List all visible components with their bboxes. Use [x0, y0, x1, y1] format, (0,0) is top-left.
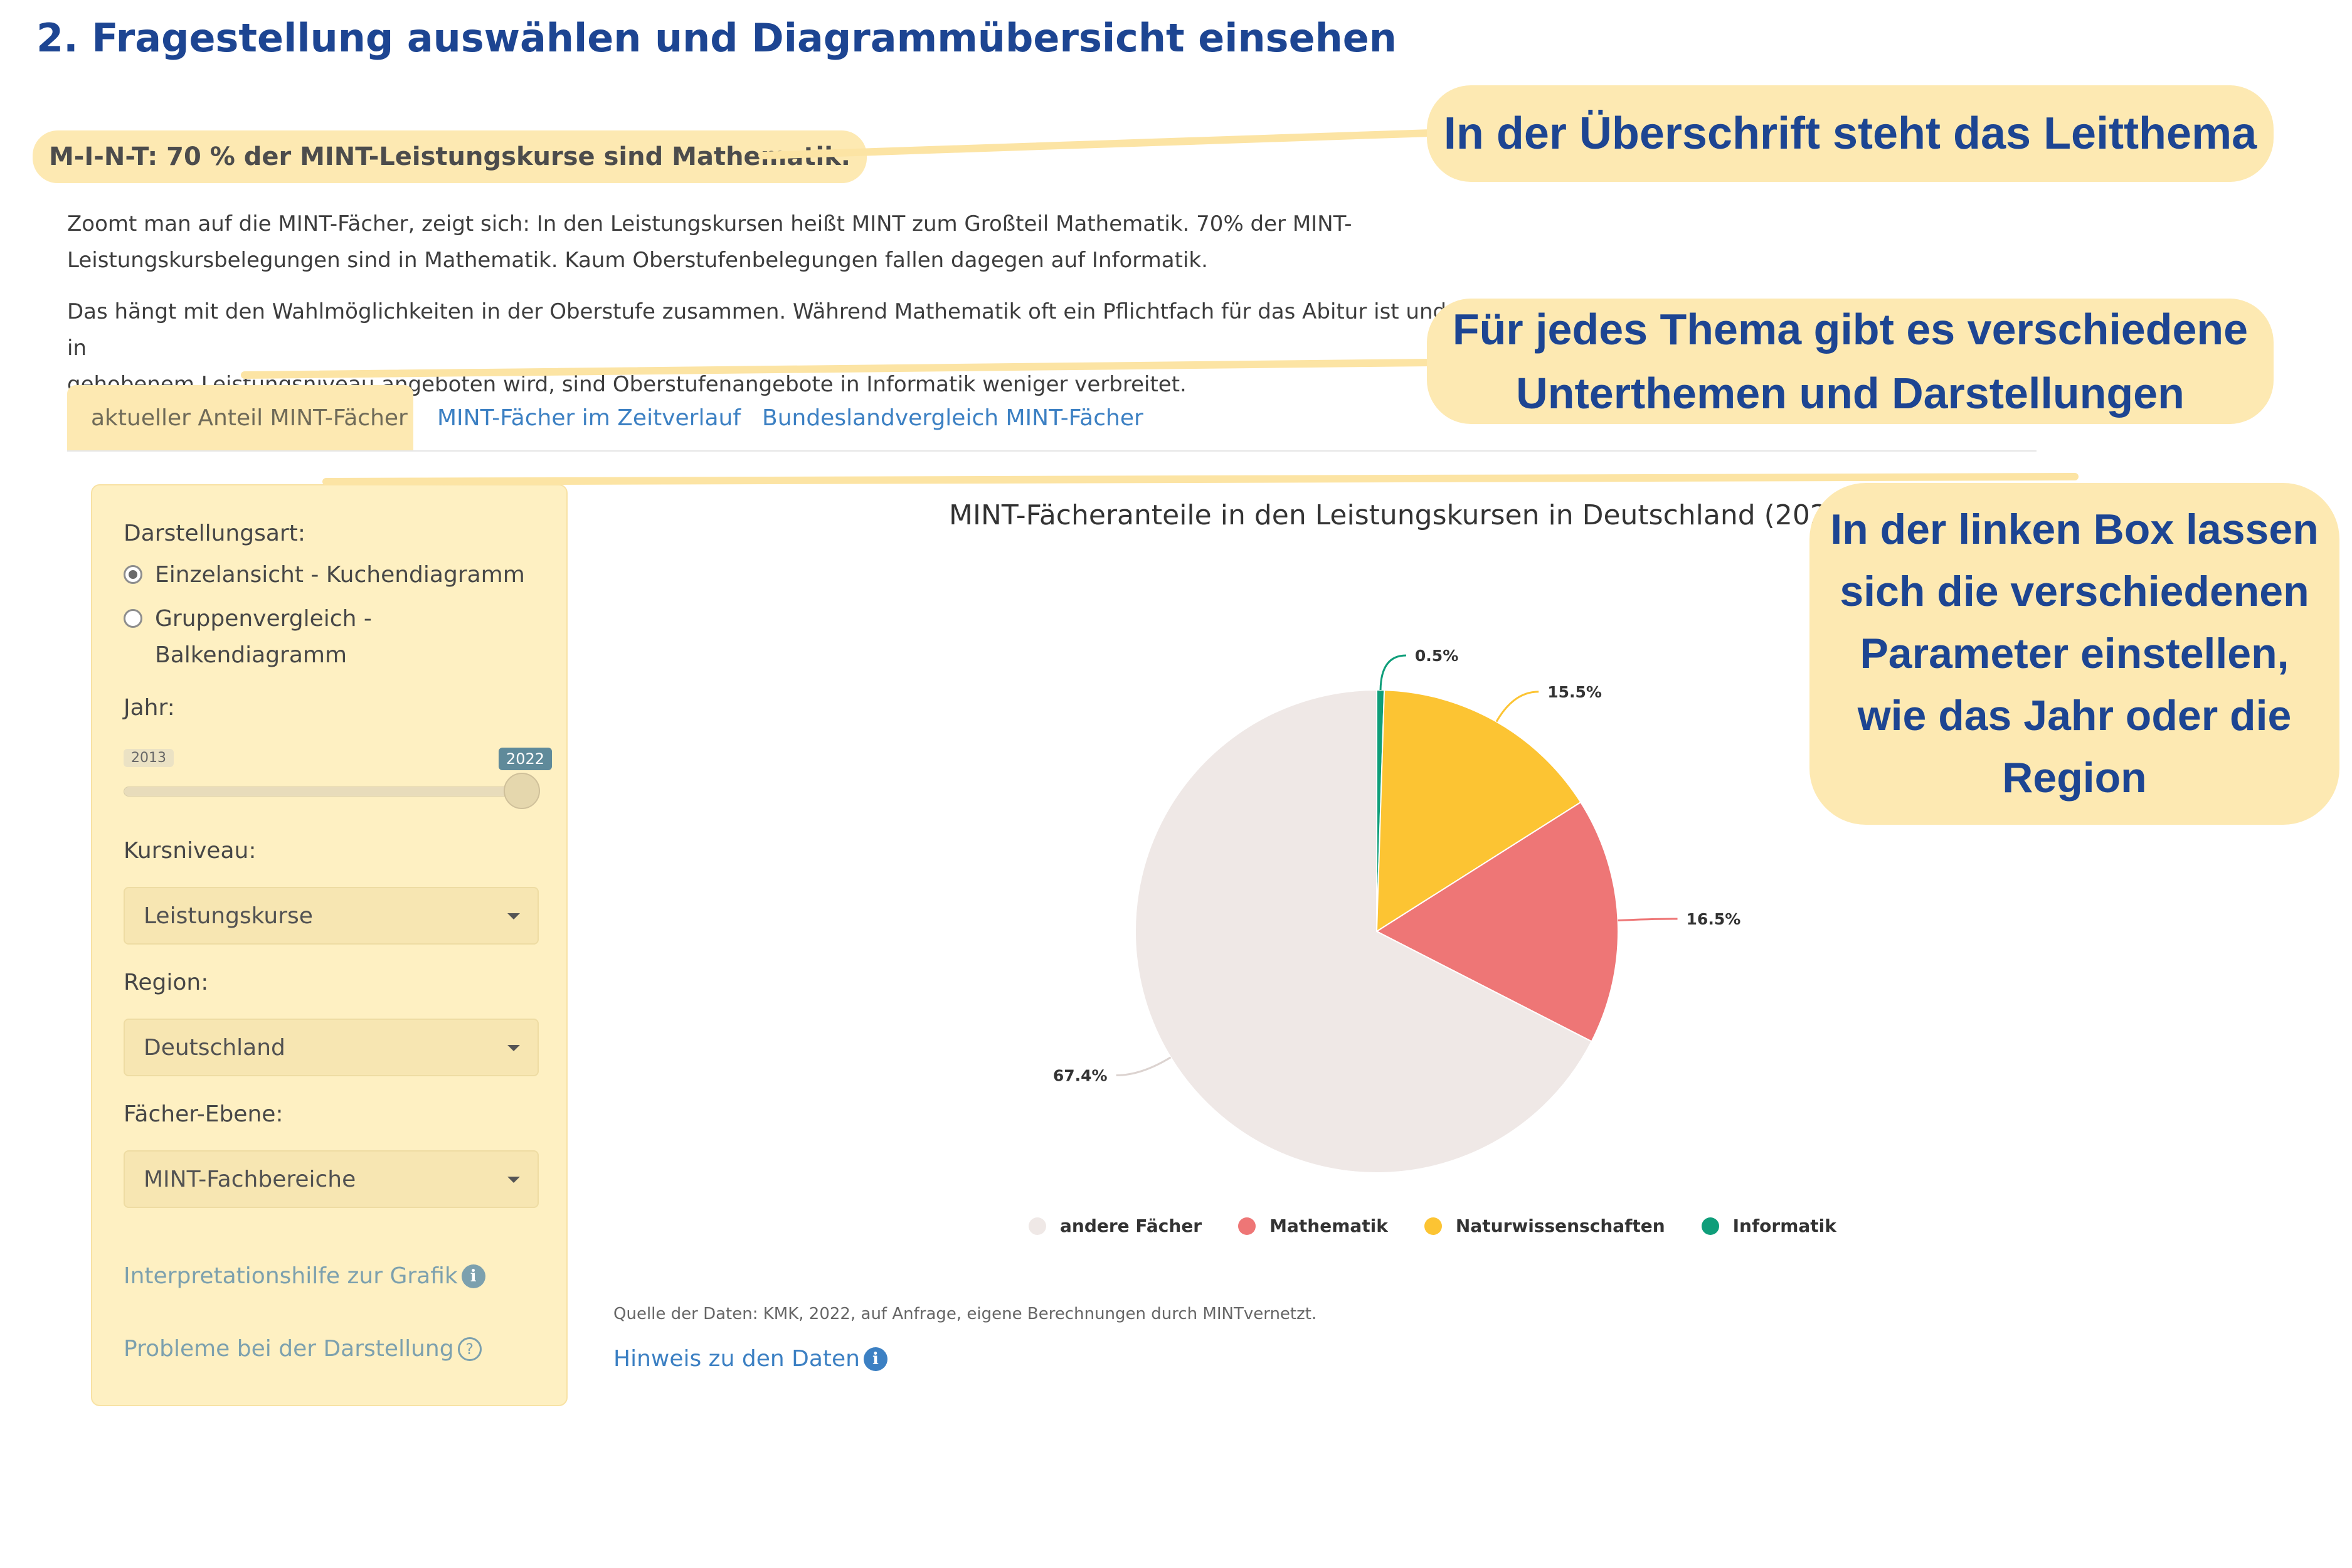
- data-label-connector: [1379, 654, 1406, 691]
- chart-title: MINT-Fächeranteile in den Leistungskurse…: [949, 499, 1856, 531]
- subject-level-select[interactable]: MINT-Fachbereiche: [124, 1150, 539, 1208]
- legend-dot-icon: [1424, 1217, 1442, 1235]
- chart-legend: andere Fächer Mathematik Naturwissenscha…: [1029, 1216, 1873, 1236]
- callout-text: wie das Jahr oder die: [1857, 692, 2292, 739]
- page-title: 2. Fragestellung auswählen und Diagrammü…: [36, 15, 1397, 61]
- radio-label: Gruppenvergleich - Balkendiagramm: [155, 606, 372, 668]
- year-min-label: 2013: [124, 749, 174, 767]
- connector-line-sidebar: [322, 473, 2079, 485]
- callout-text: Für jedes Thema gibt es verschiedene: [1452, 305, 2249, 354]
- data-hint-link[interactable]: Hinweis zu den Daten i: [613, 1346, 887, 1372]
- data-label: 67.4%: [1053, 1067, 1108, 1085]
- legend-label: andere Fächer: [1060, 1216, 1202, 1236]
- region-value: Deutschland: [144, 1034, 285, 1061]
- display-type-label: Darstellungsart:: [124, 521, 305, 546]
- display-problems-label: Probleme bei der Darstellung: [124, 1336, 454, 1362]
- parameter-sidebar: Darstellungsart: Einzelansicht - Kuchend…: [91, 484, 568, 1406]
- course-level-value: Leistungskurse: [144, 903, 313, 929]
- year-slider-handle[interactable]: [504, 773, 540, 809]
- data-label: 16.5%: [1687, 910, 1741, 928]
- topic-heading-text: M-I-N-T: 70 % der MINT-Leistungskurse si…: [49, 142, 850, 171]
- info-icon[interactable]: i: [461, 1264, 485, 1288]
- interpretation-help-link[interactable]: Interpretationshilfe zur Grafik i: [124, 1263, 485, 1289]
- legend-label: Mathematik: [1269, 1216, 1388, 1236]
- paragraph-line: Leistungskursbelegungen sind in Mathemat…: [67, 248, 1208, 273]
- info-icon[interactable]: i: [863, 1347, 887, 1371]
- tab-timeline[interactable]: MINT-Fächer im Zeitverlauf: [437, 405, 741, 431]
- chevron-down-icon: [507, 1177, 520, 1183]
- callout-text: Region: [2002, 754, 2147, 802]
- data-label: 15.5%: [1547, 683, 1602, 701]
- pie-slice-andere-faecher[interactable]: [1135, 689, 1593, 1173]
- radio-unchecked-icon[interactable]: [124, 609, 142, 628]
- callout-subtopics: Für jedes Thema gibt es verschiedene Unt…: [1427, 299, 2274, 424]
- callout-text: Parameter einstellen,: [1860, 630, 2289, 677]
- radio-checked-icon[interactable]: [124, 565, 142, 584]
- legend-dot-icon: [1029, 1217, 1046, 1235]
- chevron-down-icon: [507, 1045, 520, 1051]
- tab-current-share[interactable]: aktueller Anteil MINT-Fächer: [67, 385, 413, 450]
- subject-level-value: MINT-Fachbereiche: [144, 1166, 356, 1192]
- callout-text: Unterthemen und Darstellungen: [1516, 369, 2185, 418]
- callout-heading: In der Überschrift steht das Leitthema: [1427, 85, 2274, 182]
- pie-slice-mathematik[interactable]: [1375, 801, 1619, 1042]
- topic-heading: M-I-N-T: 70 % der MINT-Leistungskurse si…: [33, 130, 867, 183]
- question-icon[interactable]: ?: [457, 1337, 482, 1361]
- chevron-down-icon: [507, 913, 520, 919]
- legend-dot-icon: [1238, 1217, 1256, 1235]
- radio-option-bar[interactable]: Gruppenvergleich - Balkendiagramm: [124, 601, 372, 674]
- data-label-connector: [1116, 1056, 1172, 1077]
- callout-text: sich die verschiedenen: [1840, 568, 2309, 615]
- data-source-note: Quelle der Daten: KMK, 2022, auf Anfrage…: [613, 1305, 1317, 1323]
- tab-bar: aktueller Anteil MINT-Fächer MINT-Fächer…: [67, 381, 2037, 452]
- tab-state-comparison[interactable]: Bundeslandvergleich MINT-Fächer: [762, 405, 1143, 431]
- legend-label: Naturwissenschaften: [1455, 1216, 1665, 1236]
- course-level-label: Kursniveau:: [124, 838, 257, 864]
- radio-label: Einzelansicht - Kuchendiagramm: [155, 562, 525, 588]
- year-slider-track[interactable]: [124, 787, 522, 797]
- interpretation-help-label: Interpretationshilfe zur Grafik: [124, 1263, 458, 1289]
- paragraph-line: Das hängt mit den Wahlmöglichkeiten in d…: [67, 299, 1447, 361]
- region-select[interactable]: Deutschland: [124, 1019, 539, 1076]
- data-label-connector: [1618, 918, 1678, 921]
- legend-dot-icon: [1701, 1217, 1719, 1235]
- radio-option-pie[interactable]: Einzelansicht - Kuchendiagramm: [124, 557, 525, 593]
- legend-item-informatics[interactable]: Informatik: [1701, 1216, 1836, 1236]
- region-label: Region:: [124, 970, 209, 995]
- data-label: 0.5%: [1415, 647, 1458, 665]
- legend-item-other[interactable]: andere Fächer: [1029, 1216, 1202, 1236]
- data-label-connector: [1495, 691, 1539, 723]
- topic-paragraph-1: Zoomt man auf die MINT-Fächer, zeigt sic…: [67, 206, 1447, 278]
- year-max-label: 2022: [499, 748, 553, 770]
- legend-label: Informatik: [1732, 1216, 1836, 1236]
- callout-text: In der linken Box lassen: [1830, 506, 2319, 553]
- pie-slice-naturwissenschaften[interactable]: [1375, 689, 1582, 933]
- display-problems-link[interactable]: Probleme bei der Darstellung ?: [124, 1336, 482, 1362]
- callout-text: In der Überschrift steht das Leitthema: [1443, 109, 2257, 159]
- course-level-select[interactable]: Leistungskurse: [124, 887, 539, 945]
- legend-item-science[interactable]: Naturwissenschaften: [1424, 1216, 1665, 1236]
- legend-item-math[interactable]: Mathematik: [1238, 1216, 1388, 1236]
- data-hint-label: Hinweis zu den Daten: [613, 1346, 860, 1372]
- year-label: Jahr:: [124, 695, 175, 721]
- paragraph-line: Zoomt man auf die MINT-Fächer, zeigt sic…: [67, 211, 1352, 236]
- subject-level-label: Fächer-Ebene:: [124, 1101, 283, 1127]
- pie-chart: 0.5% 15.5% 16.5% 67.4%: [1053, 647, 1741, 1173]
- callout-parameters: In der linken Box lassen sich die versch…: [1809, 483, 2339, 825]
